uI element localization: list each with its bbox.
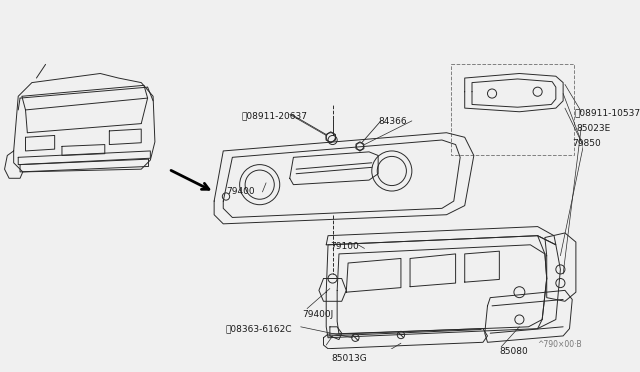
Text: 85023E: 85023E xyxy=(577,124,611,132)
Text: 79850: 79850 xyxy=(572,139,601,148)
Text: 79400: 79400 xyxy=(226,187,255,196)
Bar xyxy=(451,64,574,155)
Text: 85013G: 85013G xyxy=(332,354,367,363)
Text: ⓝ08911-20637: ⓝ08911-20637 xyxy=(241,112,307,121)
Text: Ⓢ08363-6162C: Ⓢ08363-6162C xyxy=(226,324,292,333)
Text: 84366: 84366 xyxy=(378,117,407,126)
Text: 79100: 79100 xyxy=(330,242,358,251)
Text: ^790×00·B: ^790×00·B xyxy=(538,340,582,349)
Text: ⓝ08911-10537: ⓝ08911-10537 xyxy=(574,108,640,117)
Text: 85080: 85080 xyxy=(499,347,528,356)
Text: 79400J: 79400J xyxy=(303,310,334,320)
